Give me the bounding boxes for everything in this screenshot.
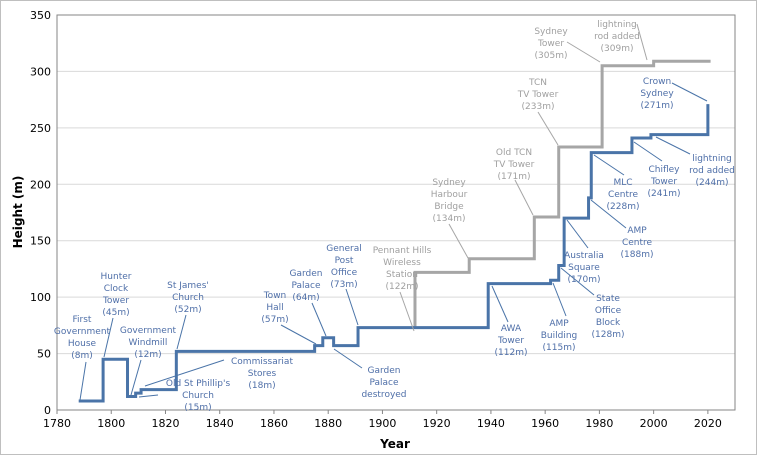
annotation-label: Garden Palace (64m) bbox=[290, 269, 323, 303]
y-tick-label: 200 bbox=[30, 178, 51, 191]
y-tick-label: 0 bbox=[44, 404, 51, 417]
annotation-label: Garden Palace destroyed bbox=[361, 366, 406, 400]
y-tick-label: 50 bbox=[37, 348, 51, 361]
x-axis-label: Year bbox=[379, 437, 410, 451]
annotation-leader bbox=[566, 41, 601, 63]
annotation-label: Commissariat Stores (18m) bbox=[231, 357, 293, 391]
x-tick-label: 1980 bbox=[585, 417, 613, 430]
x-tick-label: 1820 bbox=[151, 417, 179, 430]
annotation-label: Old TCN TV Tower (171m) bbox=[493, 148, 535, 182]
annotation-label: lightning rod added (244m) bbox=[689, 154, 735, 188]
annotation-leader bbox=[333, 348, 363, 369]
annotation-leader bbox=[399, 291, 415, 332]
annotation-label: AWA Tower (112m) bbox=[495, 324, 528, 358]
annotation-label: MLC Centre (228m) bbox=[607, 178, 640, 212]
x-tick-label: 1840 bbox=[206, 417, 234, 430]
annotation-leader bbox=[176, 314, 187, 350]
y-tick-label: 100 bbox=[30, 291, 51, 304]
annotation-label: AMP Centre (188m) bbox=[621, 226, 654, 260]
annotation-label: Pennant Hills Wireless Station (122m) bbox=[373, 246, 432, 292]
annotation-leader bbox=[491, 285, 509, 323]
annotation-label: Sydney Harbour Bridge (134m) bbox=[431, 178, 468, 224]
annotation-leader bbox=[130, 359, 142, 396]
x-tick-label: 1940 bbox=[477, 417, 505, 430]
series-structures-line bbox=[413, 59, 711, 328]
annotation-label: AMP Building (115m) bbox=[541, 319, 578, 353]
annotation-leader bbox=[345, 288, 359, 326]
annotation-leader bbox=[593, 154, 625, 176]
annotation-leader bbox=[144, 359, 225, 387]
y-tick-label: 250 bbox=[30, 122, 51, 135]
annotation-leader bbox=[671, 82, 708, 102]
annotation-leader bbox=[633, 141, 663, 162]
x-tick-label: 1880 bbox=[314, 417, 342, 430]
y-tick-label: 350 bbox=[30, 9, 51, 22]
annotation-leader bbox=[560, 267, 595, 296]
x-tick-label: 1900 bbox=[368, 417, 396, 430]
annotation-leader bbox=[655, 136, 691, 155]
annotation-leader bbox=[138, 394, 159, 398]
annotation-label: Old St Phillip's Church (15m) bbox=[166, 379, 231, 413]
annotation-label: Government Windmill (12m) bbox=[120, 326, 177, 360]
annotation-leader bbox=[566, 219, 589, 249]
plot-area bbox=[56, 14, 736, 411]
annotation-label: Town Hall (57m) bbox=[261, 291, 288, 325]
annotation-leader bbox=[636, 23, 648, 61]
annotation-leader bbox=[103, 317, 114, 358]
annotation-leader bbox=[280, 324, 317, 345]
annotation-leader bbox=[537, 111, 559, 146]
y-tick-label: 300 bbox=[30, 65, 51, 78]
annotation-label: Hunter Clock Tower (45m) bbox=[101, 272, 132, 318]
annotation-label: lightning rod added (309m) bbox=[594, 20, 640, 54]
annotation-label: Australia Square (170m) bbox=[564, 251, 604, 285]
annotation-label: TCN TV Tower (233m) bbox=[517, 78, 559, 112]
annotation-label: First Government House (8m) bbox=[54, 315, 111, 361]
x-tick-label: 1860 bbox=[260, 417, 288, 430]
annotation-label: Sydney Tower (305m) bbox=[534, 27, 568, 61]
x-tick-label: 1960 bbox=[531, 417, 559, 430]
y-axis-label: Height (m) bbox=[11, 176, 25, 249]
y-tick-label: 150 bbox=[30, 235, 51, 248]
x-tick-label: 1920 bbox=[423, 417, 451, 430]
annotation-label: Crown Sydney (271m) bbox=[640, 77, 674, 111]
annotation-leader bbox=[552, 282, 567, 317]
annotation-leader bbox=[514, 179, 534, 216]
series-buildings-line bbox=[78, 104, 710, 403]
annotation-label: General Post Office (73m) bbox=[326, 244, 361, 290]
annotation-leader bbox=[448, 223, 469, 259]
annotation-label: St James' Church (52m) bbox=[167, 281, 209, 315]
annotation-leader bbox=[311, 302, 327, 337]
annotation-label: State Office Block (128m) bbox=[592, 294, 625, 340]
annotation-leader bbox=[590, 199, 627, 229]
x-tick-label: 1800 bbox=[97, 417, 125, 430]
annotation-leader bbox=[79, 361, 87, 401]
x-tick-label: 2000 bbox=[640, 417, 668, 430]
x-tick-label: 2020 bbox=[694, 417, 722, 430]
x-tick-label: 1780 bbox=[43, 417, 71, 430]
annotation-label: Chifley Tower (241m) bbox=[648, 165, 681, 199]
